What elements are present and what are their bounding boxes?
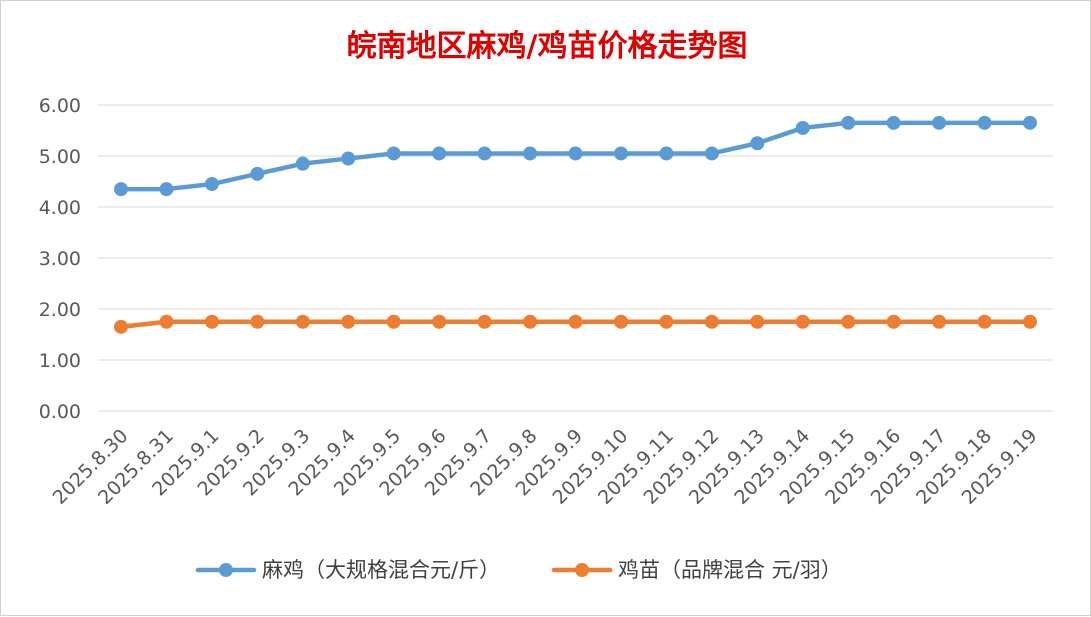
y-tick-label: 3.00 (39, 248, 81, 270)
chart-title: 皖南地区麻鸡/鸡苗价格走势图 (347, 29, 748, 64)
data-point (477, 314, 492, 329)
x-axis-ticks: 2025.8.302025.8.312025.9.12025.9.22025.9… (49, 425, 1042, 509)
data-point (932, 115, 947, 130)
series-0 (114, 115, 1037, 197)
data-point (932, 314, 947, 329)
data-point (250, 314, 265, 329)
data-point (523, 146, 538, 161)
series-lines (114, 115, 1037, 334)
legend-marker (219, 563, 233, 577)
data-point (886, 115, 901, 130)
y-tick-label: 4.00 (39, 197, 81, 219)
data-point (841, 314, 856, 329)
data-point (704, 314, 719, 329)
data-point (159, 182, 174, 197)
data-point (477, 146, 492, 161)
legend-item-0: 麻鸡（大规格混合元/斤） (195, 558, 500, 582)
data-point (341, 151, 356, 166)
data-point (341, 314, 356, 329)
y-tick-label: 5.00 (39, 146, 81, 168)
series-1 (114, 314, 1037, 334)
data-point (1023, 314, 1037, 329)
data-point (659, 314, 674, 329)
data-point (204, 177, 219, 192)
data-point (568, 314, 583, 329)
data-point (250, 166, 265, 181)
data-point (704, 146, 719, 161)
legend-item-1: 鸡苗（品牌混合 元/羽） (551, 558, 842, 582)
data-point (386, 146, 401, 161)
y-tick-label: 6.00 (39, 95, 81, 117)
data-point (386, 314, 401, 329)
y-tick-label: 0.00 (39, 401, 81, 423)
data-point (886, 314, 901, 329)
data-point (1023, 115, 1037, 130)
y-tick-label: 1.00 (39, 350, 81, 372)
data-point (295, 156, 310, 171)
legend: 麻鸡（大规格混合元/斤） 鸡苗（品牌混合 元/羽） (195, 558, 842, 582)
data-point (977, 314, 992, 329)
y-tick-label: 2.00 (39, 299, 81, 321)
data-point (750, 314, 765, 329)
data-point (750, 136, 765, 151)
data-point (114, 182, 128, 197)
data-point (432, 146, 447, 161)
data-point (841, 115, 856, 130)
data-point (295, 314, 310, 329)
data-point (795, 120, 810, 135)
data-point (432, 314, 447, 329)
data-point (659, 146, 674, 161)
data-point (159, 314, 174, 329)
legend-label: 鸡苗（品牌混合 元/羽） (618, 558, 842, 582)
data-point (114, 319, 128, 334)
data-point (977, 115, 992, 130)
data-point (795, 314, 810, 329)
data-point (568, 146, 583, 161)
legend-marker (575, 563, 589, 577)
data-point (204, 314, 219, 329)
legend-label: 麻鸡（大规格混合元/斤） (262, 558, 500, 582)
y-axis-ticks: 0.00 1.00 2.00 3.00 4.00 5.00 6.00 (39, 95, 81, 423)
data-point (523, 314, 538, 329)
data-point (613, 314, 628, 329)
data-point (613, 146, 628, 161)
